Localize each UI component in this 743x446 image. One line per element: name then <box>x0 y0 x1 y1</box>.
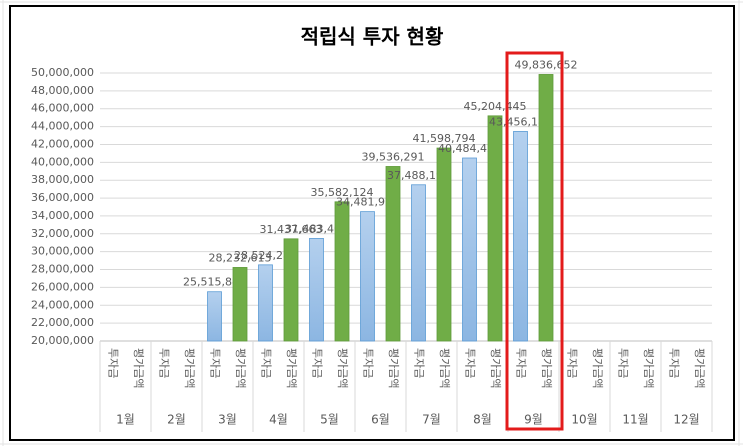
bar <box>411 184 426 342</box>
x-tick-label: 8월 <box>473 413 492 427</box>
data-label: 25,515,843 <box>183 276 246 289</box>
data-label: 28,232,613 <box>209 251 272 264</box>
bar <box>309 238 324 342</box>
sub-category-label: 투자금 <box>617 348 630 378</box>
x-tick-label: 5월 <box>320 413 339 427</box>
bar <box>487 115 503 342</box>
y-tick-label: 50,000,000 <box>31 66 94 79</box>
data-label: 49,836,652 <box>515 58 578 71</box>
data-label: 37,488,198 <box>387 169 450 182</box>
data-label: 41,598,794 <box>413 132 476 145</box>
y-tick-label: 24,000,000 <box>31 298 94 311</box>
sub-category-label: 투자금 <box>107 348 120 378</box>
y-tick-label: 22,000,000 <box>31 316 94 329</box>
data-label: 39,536,291 <box>362 150 425 163</box>
y-tick-label: 48,000,000 <box>31 84 94 97</box>
sub-category-label: 평가금액 <box>591 348 604 388</box>
bar <box>462 157 477 342</box>
sub-category-label: 투자금 <box>260 348 273 378</box>
y-tick-label: 36,000,000 <box>31 191 94 204</box>
y-tick-label: 38,000,000 <box>31 173 94 186</box>
sub-category-label: 평가금액 <box>183 348 196 388</box>
y-tick-label: 44,000,000 <box>31 120 94 133</box>
data-label: 31,483,408 <box>285 222 348 235</box>
y-tick-label: 28,000,000 <box>31 263 94 276</box>
sub-category-label: 평가금액 <box>693 348 706 388</box>
bar <box>258 264 273 342</box>
bar <box>334 201 350 342</box>
sub-category-label: 투자금 <box>668 348 681 378</box>
x-tick-label: 12월 <box>673 413 699 427</box>
bar <box>283 238 299 342</box>
sub-category-label: 투자금 <box>515 348 528 378</box>
sub-category-label: 투자금 <box>413 348 426 378</box>
bar <box>385 166 401 342</box>
plot-area: 20,000,000 22,000,000 24,000,000 26,000,000… <box>31 58 713 432</box>
sub-category-label: 평가금액 <box>336 348 349 388</box>
bar <box>436 147 452 342</box>
sub-category-label: 평가금액 <box>234 348 247 388</box>
bar <box>538 74 554 342</box>
x-tick-label: 7월 <box>422 413 441 427</box>
x-tick-label: 2월 <box>167 413 186 427</box>
y-tick-label: 34,000,000 <box>31 209 94 222</box>
x-tick-label: 9월 <box>524 413 543 427</box>
y-tick-label: 32,000,000 <box>31 227 94 240</box>
data-label: 28,524,283 <box>234 249 297 262</box>
sub-category-label: 평가금액 <box>285 348 298 388</box>
y-tick-label: 46,000,000 <box>31 102 94 115</box>
x-tick-label: 11월 <box>622 413 648 427</box>
data-label: 45,204,445 <box>464 100 527 113</box>
highlight-box <box>505 51 564 431</box>
sub-category-label: 투자금 <box>566 348 579 378</box>
sub-category-label: 평가금액 <box>438 348 451 388</box>
x-tick-label: 6월 <box>371 413 390 427</box>
y-tick-label: 30,000,000 <box>31 245 94 258</box>
data-label: 34,481,928 <box>336 196 399 209</box>
sub-category-label: 평가금액 <box>540 348 553 388</box>
sub-category-label: 평가금액 <box>387 348 400 388</box>
y-tick-label: 26,000,000 <box>31 280 94 293</box>
sub-category-label: 투자금 <box>362 348 375 378</box>
data-label: 43,456,185 <box>489 115 552 128</box>
bar <box>207 291 222 342</box>
data-label: 35,582,124 <box>311 186 374 199</box>
sub-category-label: 평가금액 <box>489 348 502 388</box>
x-tick-label: 3월 <box>218 413 237 427</box>
sub-category-label: 평가금액 <box>132 348 145 388</box>
data-label: 40,484,423 <box>438 142 501 155</box>
x-tick-label: 1월 <box>116 413 135 427</box>
sub-category-label: 투자금 <box>158 348 171 378</box>
sub-category-label: 투자금 <box>209 348 222 378</box>
x-tick-label: 10월 <box>571 413 597 427</box>
bar <box>232 267 248 342</box>
y-tick-label: 40,000,000 <box>31 155 94 168</box>
bar <box>513 131 528 342</box>
chart-title: 적립식 투자 현황 <box>301 25 444 49</box>
x-tick-label: 4월 <box>269 413 288 427</box>
bar <box>360 211 375 342</box>
sub-category-label: 투자금 <box>464 348 477 378</box>
data-label: 31,437,663 <box>260 223 323 236</box>
y-tick-label: 42,000,000 <box>31 137 94 150</box>
y-tick-label: 20,000,000 <box>31 334 94 347</box>
sub-category-label: 투자금 <box>311 348 324 378</box>
sub-category-label: 평가금액 <box>642 348 655 388</box>
